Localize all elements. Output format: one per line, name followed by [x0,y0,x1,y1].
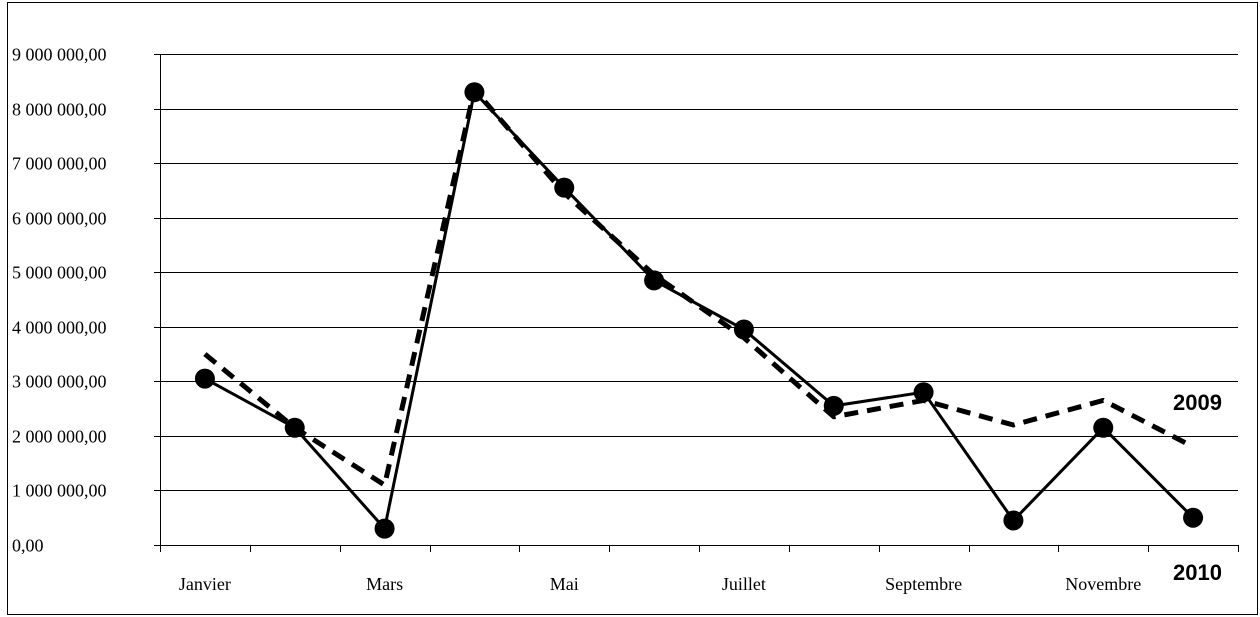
gridlines [160,55,1238,491]
x-tick-label: Septembre [885,574,962,594]
data-point-2010 [195,369,215,389]
y-tick-label: 6 000 000,00 [12,209,107,229]
y-tick-labels: 0,00 1 000 000,00 2 000 000,00 3 000 000,00… [12,45,107,556]
y-tick-label: 5 000 000,00 [12,263,107,283]
data-point-2010 [1183,508,1203,528]
data-point-2010 [375,519,395,539]
series-lines [195,82,1203,538]
x-tick-labels: Janvier Mars Mai Juillet Septembre Novembre [179,574,1141,594]
series-line-2009 [205,90,1193,486]
series-label-2010: 2010 [1173,560,1222,585]
y-tick-label: 1 000 000,00 [12,481,107,501]
y-tick-label: 7 000 000,00 [12,154,107,174]
x-tick-label: Novembre [1065,574,1141,594]
x-tick-label: Janvier [179,574,231,594]
x-tick-label: Juillet [722,574,766,594]
x-tick-label: Mars [366,574,403,594]
y-tick-label: 9 000 000,00 [12,45,107,65]
series-label-2009: 2009 [1173,390,1222,415]
chart-border [8,3,1258,615]
x-tick-label: Mai [550,574,579,594]
y-tick-label: 2 000 000,00 [12,427,107,447]
y-tick-label: 4 000 000,00 [12,318,107,338]
y-tick-label: 3 000 000,00 [12,372,107,392]
y-tick-label: 0,00 [12,536,44,556]
series-labels: 2009 2010 [1173,390,1222,585]
data-point-2010 [1003,510,1023,530]
data-point-2010 [1093,418,1113,438]
y-tick-label: 8 000 000,00 [12,100,107,120]
